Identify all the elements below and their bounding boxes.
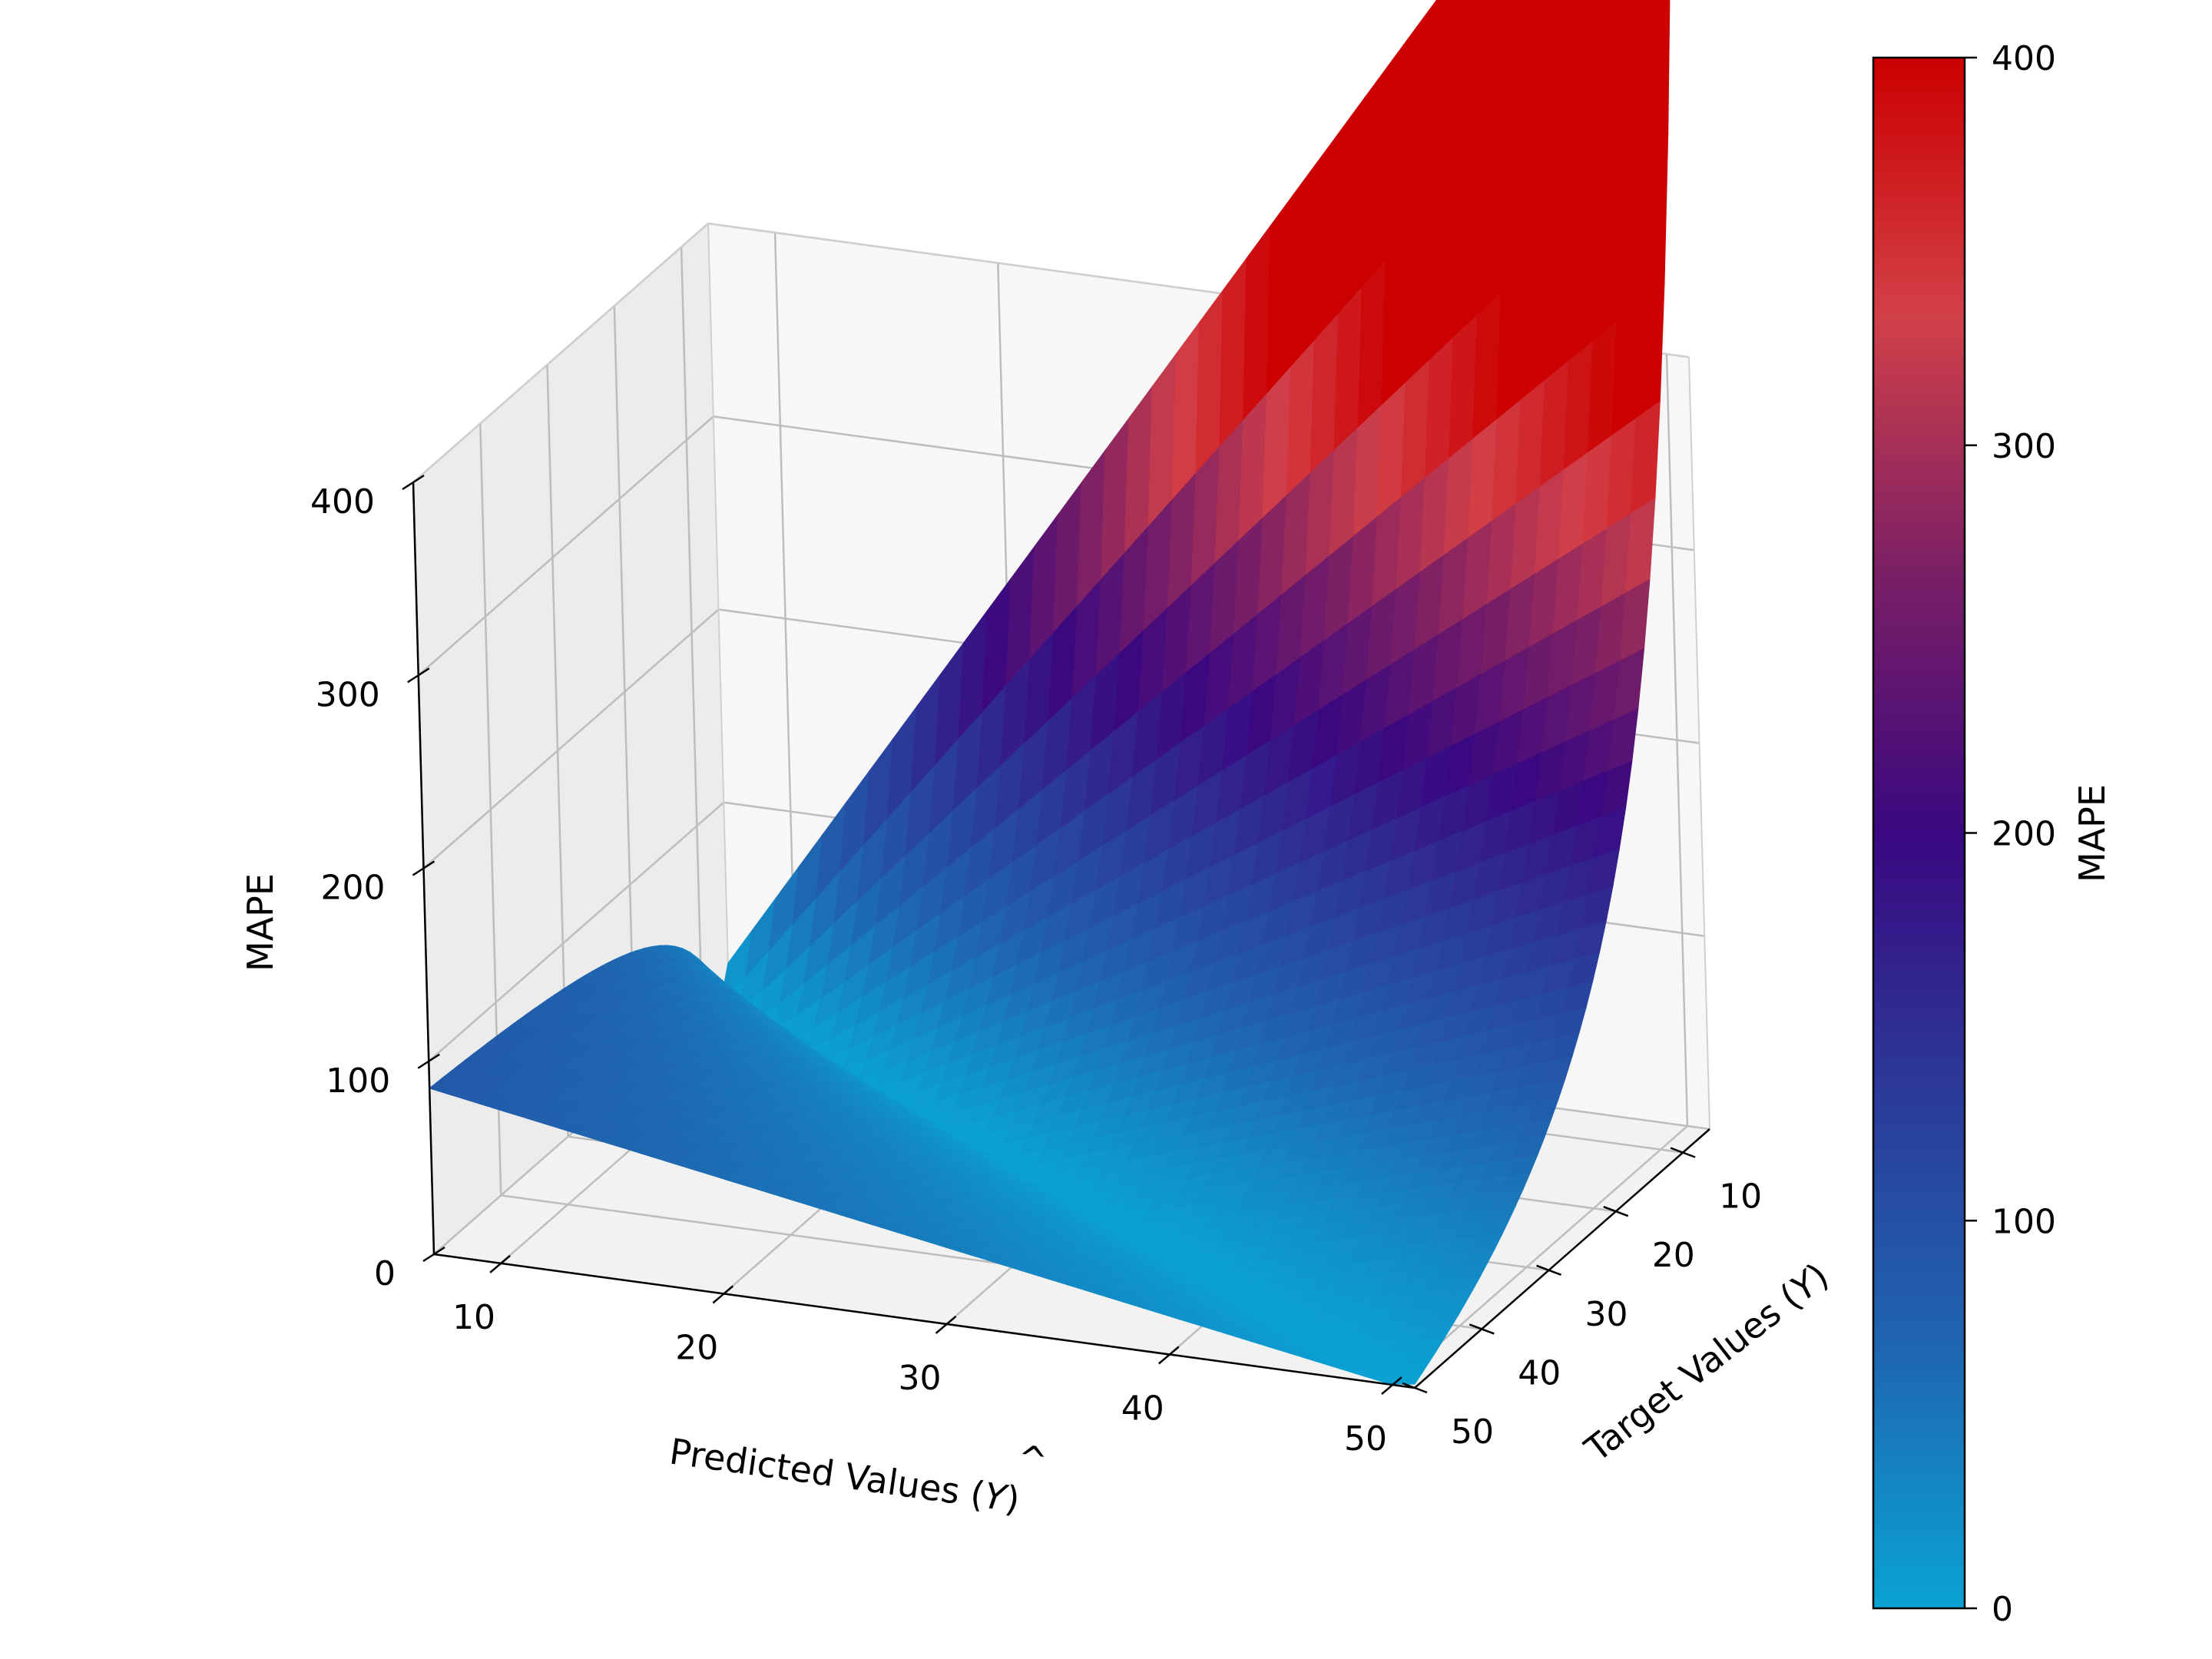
colorbar-tick-label: 0 bbox=[1992, 1590, 2013, 1629]
y-tick bbox=[1469, 1323, 1495, 1335]
z-tick bbox=[417, 1053, 440, 1069]
surface-facet bbox=[1456, 0, 1482, 183]
y-axis-label: Target Values (Y) bbox=[1577, 1255, 1836, 1471]
y-tick bbox=[1670, 1147, 1696, 1158]
y-tick bbox=[1603, 1206, 1629, 1217]
pane-edge bbox=[1688, 356, 1710, 1130]
surface-facet bbox=[1524, 74, 1552, 272]
surface-facet bbox=[1591, 178, 1621, 343]
x-tick-label: 20 bbox=[675, 1328, 718, 1367]
surface-facet bbox=[1219, 257, 1247, 449]
y-tick-label: 30 bbox=[1585, 1295, 1628, 1334]
surface-facet bbox=[1313, 128, 1342, 343]
x-axis-line bbox=[433, 1253, 1416, 1389]
surface-facet bbox=[1635, 282, 1665, 420]
axis-ticks: 10 20 30 40 50 10 20 30 40 50 0 100 200 300 400 bbox=[310, 474, 1762, 1459]
surface-facet bbox=[1452, 153, 1482, 339]
surface-facet bbox=[1571, 21, 1600, 227]
y-tick bbox=[1536, 1264, 1561, 1276]
colorbar-label: MAPE bbox=[2071, 784, 2113, 882]
surface-facet bbox=[1267, 193, 1295, 396]
x-tick-label: 30 bbox=[899, 1359, 942, 1398]
colorbar-gradient bbox=[1872, 56, 1966, 1610]
y-tick-label: 20 bbox=[1652, 1236, 1695, 1275]
z-tick-label: 400 bbox=[310, 482, 375, 522]
x-tick-label: 50 bbox=[1344, 1419, 1387, 1459]
x-tick bbox=[1157, 1346, 1180, 1365]
x-axis-label-hat: ^ bbox=[1015, 1436, 1050, 1482]
x-axis-label: Predicted Values (Y) bbox=[667, 1430, 1022, 1520]
surface-facet bbox=[1290, 161, 1318, 369]
z-tick bbox=[422, 1246, 445, 1263]
y-tick-label: 40 bbox=[1518, 1353, 1561, 1392]
colorbar: 0 100 200 300 400 MAPE bbox=[1872, 39, 2113, 1629]
pane-edge bbox=[707, 223, 730, 996]
z-tick-label: 200 bbox=[321, 869, 386, 908]
z-tick-label: 100 bbox=[326, 1061, 390, 1101]
colorbar-tick-label: 300 bbox=[1992, 427, 2056, 466]
z-tick bbox=[412, 860, 435, 876]
x-tick bbox=[489, 1254, 511, 1273]
surface-facet bbox=[1595, 0, 1624, 204]
surface-facet bbox=[1361, 65, 1389, 289]
surface-facet bbox=[1243, 224, 1271, 422]
surface-facet bbox=[1337, 97, 1366, 316]
x-tick-label: 40 bbox=[1121, 1389, 1164, 1429]
surface-facet bbox=[1568, 201, 1598, 363]
colorbar-tick-label: 200 bbox=[1992, 815, 2056, 854]
y-tick-label: 10 bbox=[1719, 1177, 1762, 1217]
grid-line bbox=[417, 416, 714, 677]
surface-plot bbox=[428, 0, 1671, 1385]
z-tick-label: 300 bbox=[316, 675, 380, 714]
surface-facet bbox=[1476, 127, 1505, 316]
grid-line bbox=[428, 801, 725, 1062]
x-tick-label: 10 bbox=[452, 1298, 495, 1337]
surface-facet bbox=[1619, 0, 1647, 181]
surface-facet bbox=[1385, 32, 1412, 263]
pane-edge bbox=[412, 223, 709, 483]
z-axis-label: MAPE bbox=[240, 873, 281, 972]
y-tick-label: 50 bbox=[1451, 1412, 1494, 1452]
colorbar-tick-label: 400 bbox=[1992, 39, 2056, 78]
surface-facet bbox=[1429, 180, 1458, 362]
surface-facet bbox=[1405, 207, 1434, 384]
x-tick bbox=[1381, 1376, 1402, 1395]
surface-facet bbox=[1381, 233, 1410, 407]
surface-facet bbox=[1432, 0, 1459, 210]
x-tick bbox=[935, 1316, 957, 1334]
surface-facet bbox=[1409, 0, 1436, 236]
z-tick bbox=[402, 474, 425, 491]
surface-facet bbox=[1500, 100, 1529, 294]
colorbar-ticks: 0 100 200 300 400 bbox=[1965, 39, 2056, 1629]
surface-facet bbox=[1643, 0, 1671, 159]
surface-facet bbox=[1548, 47, 1576, 249]
grid-line bbox=[422, 608, 720, 869]
y-axis-line bbox=[1414, 1128, 1710, 1389]
z-tick-label: 0 bbox=[374, 1254, 396, 1293]
colorbar-tick-label: 100 bbox=[1992, 1202, 2056, 1241]
surface-facet bbox=[1640, 133, 1669, 304]
x-tick bbox=[712, 1285, 734, 1304]
y-tick bbox=[1402, 1382, 1428, 1394]
surface-facet bbox=[1616, 156, 1645, 323]
z-tick bbox=[407, 667, 430, 684]
